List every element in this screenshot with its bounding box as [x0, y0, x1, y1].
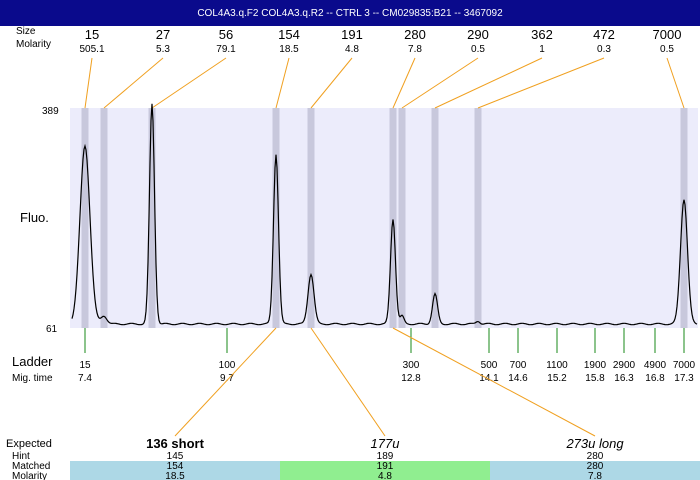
peak-band	[272, 108, 280, 328]
peak-size-label: 7000	[653, 27, 682, 42]
peak-leader-line	[103, 57, 164, 109]
match-leader-line	[174, 327, 277, 437]
ladder-migtime-label: 14.1	[479, 373, 499, 384]
hint-value: 145	[167, 451, 184, 462]
peak-size-label: 191	[341, 27, 363, 42]
peak-band	[398, 108, 406, 328]
ladder-size-label: 2900	[613, 360, 636, 371]
matched-cell-bg	[280, 461, 490, 480]
ladder-migtime-label: 12.8	[401, 373, 421, 384]
peak-size-label: 154	[278, 27, 300, 42]
ladder-migtime-label: 7.4	[78, 373, 92, 384]
ladder-size-label: 100	[219, 360, 236, 371]
peak-leader-line	[434, 57, 543, 109]
peak-molarity-label: 18.5	[279, 44, 299, 55]
peak-band	[148, 108, 156, 328]
peak-size-label: 290	[467, 27, 489, 42]
peak-molarity-label: 79.1	[216, 44, 236, 55]
ladder-migtime-label: 17.3	[674, 373, 694, 384]
molarity-row-label: Molarity	[16, 39, 51, 50]
peak-leader-line	[477, 57, 605, 109]
match-leader-line	[310, 327, 386, 437]
y-tick-min: 61	[46, 324, 58, 335]
molarity-table-label: Molarity	[12, 471, 47, 480]
ladder-migtime-label: 15.8	[585, 373, 605, 384]
peak-molarity-label: 7.8	[408, 44, 422, 55]
y-axis-label: Fluo.	[20, 210, 49, 225]
hint-value: 280	[587, 451, 604, 462]
ladder-label: Ladder	[12, 354, 53, 369]
expected-value: 136 short	[146, 436, 204, 451]
molarity-value: 18.5	[165, 471, 185, 480]
plot-area	[70, 108, 698, 328]
hint-row-label: Hint	[12, 451, 30, 462]
peak-band	[100, 108, 108, 328]
peak-size-label: 27	[156, 27, 170, 42]
ladder-migtime-label: 16.3	[614, 373, 634, 384]
peak-molarity-label: 1	[539, 44, 545, 55]
molarity-value: 7.8	[588, 471, 602, 480]
fluorescence-trace	[71, 103, 698, 326]
peak-molarity-label: 505.1	[79, 44, 104, 55]
ladder-migtime-label: 9.7	[220, 373, 234, 384]
peak-molarity-label: 0.3	[597, 44, 611, 55]
chart-title: COL4A3.q.F2 COL4A3.q.R2 -- CTRL 3 -- CM0…	[197, 8, 503, 19]
peak-leader-line	[392, 57, 416, 109]
peak-size-label: 280	[404, 27, 426, 42]
matched-value: 191	[377, 461, 394, 472]
ladder-migtime-label: 16.8	[645, 373, 665, 384]
size-row-label: Size	[16, 26, 36, 37]
peak-molarity-label: 4.8	[345, 44, 359, 55]
hint-value: 189	[377, 451, 394, 462]
ladder-size-label: 7000	[673, 360, 696, 371]
peak-molarity-label: 5.3	[156, 44, 170, 55]
peak-band	[307, 108, 315, 328]
ladder-size-label: 1900	[584, 360, 607, 371]
title-bar	[0, 0, 700, 26]
peak-molarity-label: 0.5	[660, 44, 674, 55]
peak-band	[81, 108, 89, 328]
match-leader-line	[392, 327, 596, 437]
matched-value: 280	[587, 461, 604, 472]
ladder-migtime-label: 15.2	[547, 373, 567, 384]
peak-band	[431, 108, 439, 328]
matched-cell-bg	[490, 461, 700, 480]
ladder-size-label: 500	[481, 360, 498, 371]
peak-leader-line	[84, 57, 93, 109]
peak-size-label: 56	[219, 27, 233, 42]
matched-value: 154	[167, 461, 184, 472]
ladder-size-label: 1100	[546, 360, 568, 371]
ladder-size-label: 300	[403, 360, 420, 371]
ladder-size-label: 700	[510, 360, 527, 371]
migtime-label: Mig. time	[12, 373, 53, 384]
peak-leader-line	[310, 57, 353, 109]
peak-leader-line	[401, 57, 479, 109]
peak-leader-line	[666, 57, 685, 109]
peak-band	[680, 108, 688, 328]
peak-band	[474, 108, 482, 328]
ladder-size-label: 15	[79, 360, 91, 371]
matched-row-label: Matched	[12, 461, 50, 472]
expected-row-label: Expected	[6, 438, 52, 450]
matched-cell-bg	[70, 461, 280, 480]
peak-leader-line	[151, 57, 227, 109]
expected-value: 177u	[371, 436, 400, 451]
y-tick-max: 389	[42, 106, 59, 117]
peak-size-label: 472	[593, 27, 615, 42]
peak-band	[389, 108, 397, 328]
ladder-migtime-label: 14.6	[508, 373, 528, 384]
peak-leader-line	[275, 57, 290, 109]
peak-size-label: 362	[531, 27, 553, 42]
ladder-size-label: 4900	[644, 360, 667, 371]
molarity-value: 4.8	[378, 471, 392, 480]
peak-size-label: 15	[85, 27, 99, 42]
expected-value: 273u long	[565, 436, 624, 451]
peak-molarity-label: 0.5	[471, 44, 485, 55]
